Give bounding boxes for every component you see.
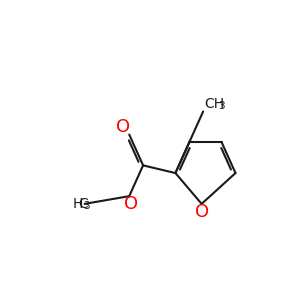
Text: 3: 3: [83, 201, 90, 211]
Text: C: C: [79, 197, 88, 211]
Text: O: O: [116, 118, 130, 136]
Text: O: O: [194, 203, 209, 221]
Text: O: O: [125, 195, 138, 213]
Text: 3: 3: [218, 101, 225, 111]
Text: CH: CH: [205, 97, 225, 111]
Text: H: H: [73, 197, 83, 211]
